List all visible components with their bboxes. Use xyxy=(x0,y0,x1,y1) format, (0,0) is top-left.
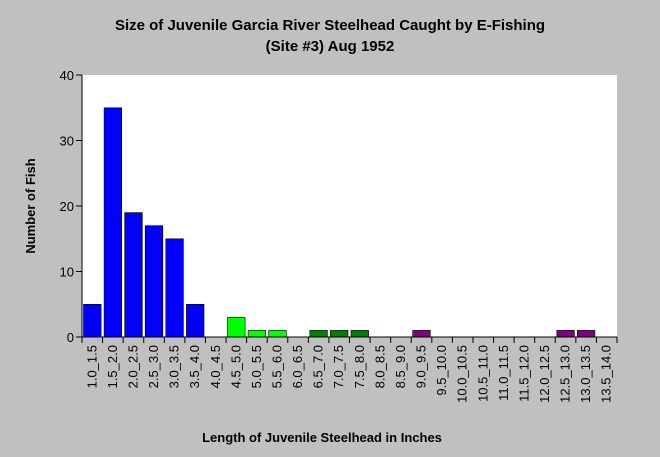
bar xyxy=(412,330,431,338)
x-tick-label: 10.5_11.0 xyxy=(475,345,490,402)
y-tick-label: 10 xyxy=(60,265,74,280)
y-axis: 0 10 20 30 40 xyxy=(60,68,83,345)
bar xyxy=(268,330,287,338)
x-tick-label: 6.0_6.5 xyxy=(290,345,305,388)
bar xyxy=(227,317,246,338)
x-tick-label: 4.0_4.5 xyxy=(208,345,223,388)
x-tick-label: 10.0_10.5 xyxy=(455,345,470,403)
y-tick-label: 0 xyxy=(67,330,74,345)
x-tick-label: 1.0_1.5 xyxy=(84,345,99,388)
x-tick-label: 5.0_5.5 xyxy=(249,345,264,388)
x-tick-label: 8.0_8.5 xyxy=(372,345,387,388)
x-tick-label: 5.5_6.0 xyxy=(270,345,285,388)
y-tick-label: 40 xyxy=(60,68,74,83)
bar xyxy=(576,330,596,338)
bar xyxy=(309,330,328,338)
bar xyxy=(165,238,184,338)
x-tick-label: 11.0_11.5 xyxy=(496,345,511,401)
x-tick-label: 7.5_8.0 xyxy=(352,345,367,388)
bar xyxy=(330,330,349,338)
bar xyxy=(556,330,575,338)
x-tick-label: 12.0_12.5 xyxy=(537,345,552,403)
x-tick-label: 3.5_4.0 xyxy=(187,345,202,388)
x-tick-label: 2.5_3.0 xyxy=(146,345,161,388)
bar xyxy=(186,303,205,338)
y-axis-label: Number of Fish xyxy=(23,158,38,253)
x-tick-label: 1.5_2.0 xyxy=(105,345,120,388)
bars xyxy=(83,107,596,338)
bar xyxy=(350,330,369,338)
x-tick-label: 12.5_13.0 xyxy=(558,345,573,403)
x-tick-label: 9.5_10.0 xyxy=(434,345,449,396)
x-tick-label: 13.5_14.0 xyxy=(599,345,614,403)
x-axis: 1.0_1.5 1.5_2.0 2.0_2.5 2.5_3.0 3.0_3.5 3.5_4… xyxy=(81,336,618,403)
x-tick-label: 7.0_7.5 xyxy=(331,345,346,388)
x-tick-label: 4.5_5.0 xyxy=(228,345,243,388)
chart-title: Size of Juvenile Garcia River Steelhead … xyxy=(115,17,545,34)
x-tick-label: 6.5_7.0 xyxy=(311,345,326,388)
bar xyxy=(144,225,164,338)
x-tick-label: 8.5_9.0 xyxy=(393,345,408,388)
bar xyxy=(124,212,143,338)
x-tick-label: 2.0_2.5 xyxy=(125,345,140,388)
bar xyxy=(83,303,102,338)
x-tick-label: 11.5_12.0 xyxy=(516,345,531,402)
y-tick-label: 20 xyxy=(60,199,74,214)
x-tick-label: 13.0_13.5 xyxy=(578,345,593,403)
chart-subtitle: (Site #3) Aug 1952 xyxy=(266,38,395,55)
bar xyxy=(103,107,122,338)
x-axis-label: Length of Juvenile Steelhead in Inches xyxy=(202,430,442,445)
y-tick-label: 30 xyxy=(60,134,74,149)
x-tick-label: 9.0_9.5 xyxy=(414,345,429,388)
x-tick-label: 3.0_3.5 xyxy=(167,345,182,388)
bar xyxy=(247,330,267,338)
